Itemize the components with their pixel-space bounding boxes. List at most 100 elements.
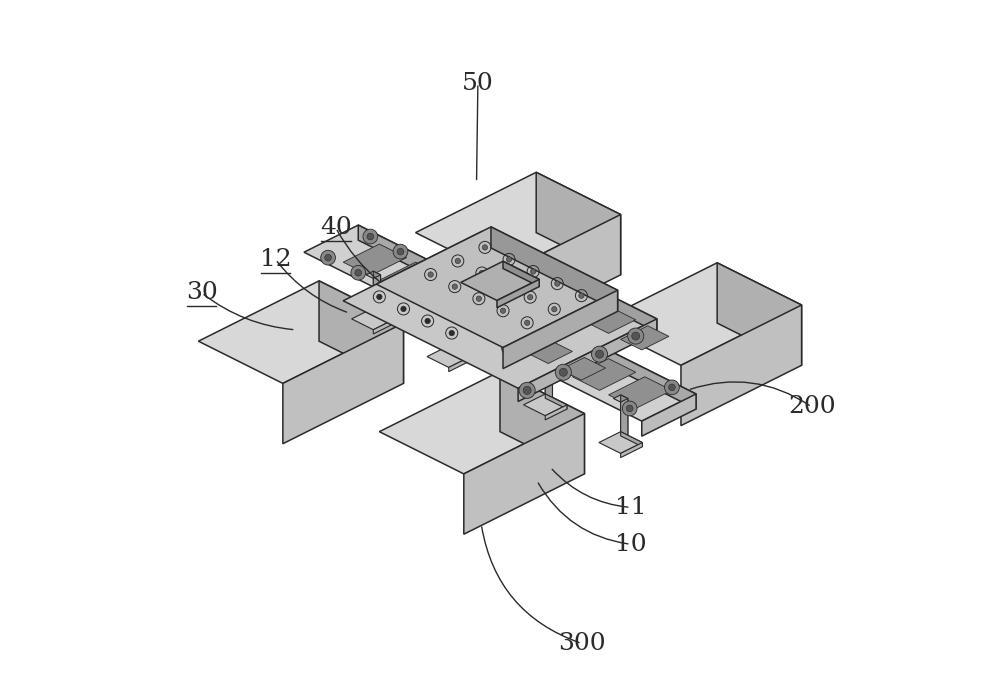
Polygon shape [609, 377, 672, 409]
Polygon shape [545, 361, 552, 410]
Text: 50: 50 [462, 71, 494, 95]
Circle shape [632, 332, 640, 340]
Polygon shape [379, 262, 443, 294]
Circle shape [473, 270, 479, 275]
Polygon shape [545, 405, 567, 420]
Polygon shape [642, 394, 696, 436]
Text: 11: 11 [615, 496, 646, 519]
Polygon shape [497, 279, 539, 308]
Text: 200: 200 [788, 395, 835, 419]
Text: 40: 40 [320, 217, 352, 240]
Circle shape [628, 328, 644, 344]
Circle shape [500, 308, 506, 314]
Text: 12: 12 [260, 248, 291, 271]
Circle shape [425, 294, 430, 299]
Polygon shape [343, 232, 657, 388]
Polygon shape [494, 324, 539, 347]
Polygon shape [464, 414, 584, 534]
Polygon shape [343, 244, 407, 276]
Polygon shape [427, 346, 470, 367]
Circle shape [425, 270, 430, 275]
Circle shape [425, 318, 430, 324]
Circle shape [521, 270, 527, 275]
Circle shape [548, 324, 555, 330]
Polygon shape [554, 293, 603, 317]
Polygon shape [461, 261, 539, 300]
Polygon shape [500, 371, 584, 474]
Circle shape [596, 350, 604, 358]
Polygon shape [621, 398, 628, 448]
Circle shape [449, 330, 454, 336]
Circle shape [665, 380, 679, 394]
Circle shape [524, 320, 530, 326]
Circle shape [367, 233, 374, 240]
Circle shape [546, 282, 551, 287]
Polygon shape [449, 346, 470, 361]
Circle shape [519, 382, 535, 398]
Polygon shape [376, 227, 618, 347]
Polygon shape [587, 309, 636, 333]
Polygon shape [358, 225, 696, 409]
Polygon shape [545, 357, 552, 406]
Circle shape [579, 293, 584, 298]
Polygon shape [379, 371, 584, 474]
Polygon shape [717, 262, 802, 365]
Circle shape [479, 271, 485, 276]
Circle shape [428, 272, 433, 277]
Polygon shape [352, 308, 395, 330]
Polygon shape [681, 305, 802, 425]
Circle shape [530, 269, 536, 274]
Polygon shape [621, 431, 642, 447]
Polygon shape [621, 443, 642, 458]
Circle shape [591, 346, 608, 362]
Circle shape [449, 282, 454, 287]
Circle shape [506, 345, 512, 351]
Polygon shape [283, 323, 403, 444]
Polygon shape [441, 309, 456, 316]
Circle shape [555, 281, 560, 286]
Circle shape [363, 229, 378, 244]
Circle shape [455, 258, 460, 264]
Text: 300: 300 [558, 632, 606, 655]
Circle shape [321, 250, 335, 265]
Circle shape [626, 405, 633, 412]
Circle shape [544, 320, 559, 334]
Circle shape [555, 364, 571, 380]
Polygon shape [373, 275, 381, 324]
Polygon shape [560, 357, 606, 380]
Circle shape [521, 294, 527, 299]
Polygon shape [500, 215, 621, 335]
Circle shape [325, 254, 331, 261]
Circle shape [449, 306, 454, 312]
Circle shape [397, 248, 404, 255]
Polygon shape [613, 395, 628, 402]
Polygon shape [198, 281, 403, 384]
Polygon shape [545, 394, 567, 409]
Circle shape [393, 244, 408, 259]
Polygon shape [518, 319, 657, 402]
Circle shape [473, 294, 479, 299]
Polygon shape [373, 271, 381, 320]
Polygon shape [524, 394, 567, 416]
Circle shape [523, 386, 531, 394]
Polygon shape [621, 326, 669, 350]
Circle shape [377, 294, 382, 299]
Polygon shape [503, 290, 618, 369]
Polygon shape [449, 357, 470, 371]
Polygon shape [536, 341, 600, 372]
Polygon shape [449, 312, 456, 361]
Circle shape [401, 306, 406, 312]
Circle shape [351, 265, 366, 280]
Polygon shape [304, 225, 696, 421]
Circle shape [449, 258, 454, 263]
Circle shape [503, 283, 509, 288]
Polygon shape [319, 281, 403, 384]
Circle shape [552, 306, 557, 312]
Circle shape [482, 245, 488, 250]
Circle shape [473, 246, 479, 251]
Circle shape [497, 258, 503, 263]
Polygon shape [536, 172, 621, 275]
Circle shape [622, 401, 637, 416]
Circle shape [559, 368, 567, 376]
Polygon shape [482, 232, 657, 332]
